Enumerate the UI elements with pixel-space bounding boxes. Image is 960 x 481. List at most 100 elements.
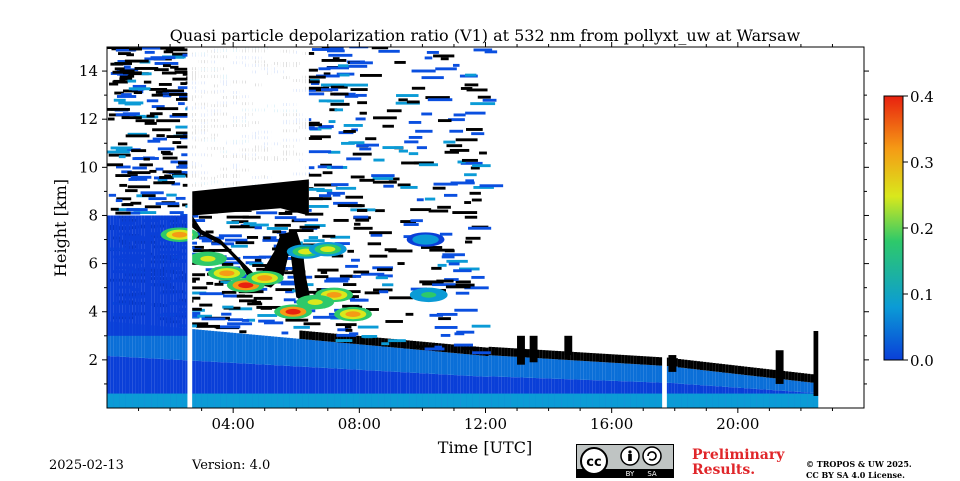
- no-data-band: [365, 336, 369, 346]
- surface-cell: [586, 393, 593, 408]
- boundary-layer-cell: [728, 373, 732, 388]
- boundary-layer-cell: [255, 334, 259, 365]
- noise-cell: [405, 312, 414, 316]
- no-data-band: [545, 350, 549, 359]
- noise-cell: [469, 191, 481, 195]
- boundary-layer-cell: [315, 340, 319, 368]
- boundary-layer-cell: [504, 376, 508, 408]
- noise-cell: [121, 116, 142, 120]
- boundary-layer-cell: [551, 378, 555, 408]
- no-data-band: [788, 371, 792, 381]
- noise-cell: [175, 196, 186, 200]
- boundary-layer-cell: [428, 350, 432, 374]
- data-gap: [662, 47, 667, 408]
- boundary-layer-cell: [264, 335, 268, 365]
- boundary-layer-cell: [636, 364, 641, 382]
- boundary-layer-cell: [476, 355, 480, 377]
- surface-cell: [308, 393, 316, 408]
- noise-cell: [398, 98, 408, 102]
- boundary-layer-cell: [198, 329, 202, 362]
- noise-cell: [159, 176, 174, 179]
- clear-cell: [271, 47, 275, 211]
- boundary-layer-cell: [223, 332, 227, 363]
- noise-cell: [278, 212, 293, 215]
- colorbar-tick-label: 0.4: [910, 88, 934, 106]
- noise-cell: [322, 234, 336, 238]
- surface-cell: [542, 393, 549, 408]
- noise-cell: [126, 53, 134, 57]
- boundary-layer-cell: [706, 370, 710, 386]
- boundary-layer-cell: [494, 376, 499, 408]
- noise-cell: [367, 242, 382, 246]
- boundary-layer-cell: [308, 339, 313, 368]
- no-data-band: [718, 363, 723, 373]
- noise-cell: [455, 280, 471, 284]
- noise-cell: [171, 182, 181, 186]
- no-data-band: [722, 364, 726, 373]
- noise-cell: [156, 134, 165, 138]
- noise-cell: [438, 317, 451, 321]
- boundary-layer-cell: [371, 345, 376, 371]
- boundary-layer-cell: [447, 352, 451, 375]
- noise-cell: [441, 255, 455, 259]
- boundary-layer-cell: [286, 337, 290, 366]
- noise-cell: [230, 244, 248, 248]
- boundary-layer-cell: [580, 360, 584, 380]
- noise-cell: [356, 209, 368, 212]
- surface-cell: [498, 393, 505, 408]
- no-data-band: [403, 340, 407, 349]
- noise-cell: [424, 347, 445, 351]
- y-tick-label: 12: [79, 110, 98, 128]
- clear-cell: [286, 47, 290, 211]
- copyright-notice: © TROPOS & UW 2025. CC BY SA 4.0 License…: [806, 459, 912, 481]
- boundary-layer-cell: [403, 348, 407, 373]
- noise-cell: [118, 101, 144, 105]
- noise-cell: [243, 222, 257, 226]
- no-data-band: [299, 330, 303, 339]
- noise-cell: [114, 67, 125, 71]
- boundary-layer-cell: [416, 372, 420, 408]
- boundary-layer-cell: [343, 369, 347, 408]
- surface-cell: [529, 393, 536, 408]
- boundary-layer-cell: [501, 356, 505, 377]
- boundary-layer-cell: [293, 366, 297, 408]
- colorbar: 0.0 0.1 0.2 0.3 0.4: [883, 88, 934, 370]
- boundary-layer-cell: [220, 331, 224, 363]
- noise-cell: [456, 330, 475, 334]
- surface-cell: [245, 393, 253, 408]
- surface-cell: [668, 393, 675, 408]
- noise-cell: [408, 135, 423, 139]
- noise-cell: [465, 73, 477, 77]
- surface-cell: [573, 393, 581, 408]
- noise-cell: [281, 331, 289, 335]
- no-data-band: [457, 344, 461, 354]
- noise-cell: [350, 298, 366, 302]
- noise-cell: [337, 328, 349, 332]
- boundary-layer-cell: [160, 326, 164, 359]
- no-data-band: [614, 354, 618, 363]
- boundary-layer-cell: [248, 334, 253, 364]
- noise-cell: [175, 131, 197, 135]
- noise-cell: [169, 211, 184, 215]
- noise-cell: [186, 322, 209, 326]
- surface-cell: [813, 393, 820, 408]
- boundary-layer-cell: [488, 355, 492, 377]
- boundary-layer-cell: [394, 371, 398, 408]
- no-data-band: [353, 335, 357, 344]
- noise-cell: [263, 236, 271, 240]
- boundary-layer-cell: [558, 359, 562, 379]
- boundary-layer-cell: [217, 331, 221, 363]
- boundary-layer-cell: [230, 332, 234, 363]
- boundary-layer-cell: [324, 341, 328, 368]
- noise-cell: [307, 68, 318, 72]
- boundary-layer-cell: [441, 351, 445, 375]
- surface-cell: [706, 393, 713, 408]
- noise-cell: [447, 118, 465, 122]
- noise-cell: [310, 82, 320, 85]
- noise-cell: [471, 324, 491, 328]
- boundary-layer-cell: [422, 373, 426, 408]
- boundary-layer-cell: [542, 358, 546, 379]
- noise-cell: [335, 323, 357, 327]
- noise-cell: [378, 290, 389, 294]
- boundary-layer-cell: [617, 363, 622, 382]
